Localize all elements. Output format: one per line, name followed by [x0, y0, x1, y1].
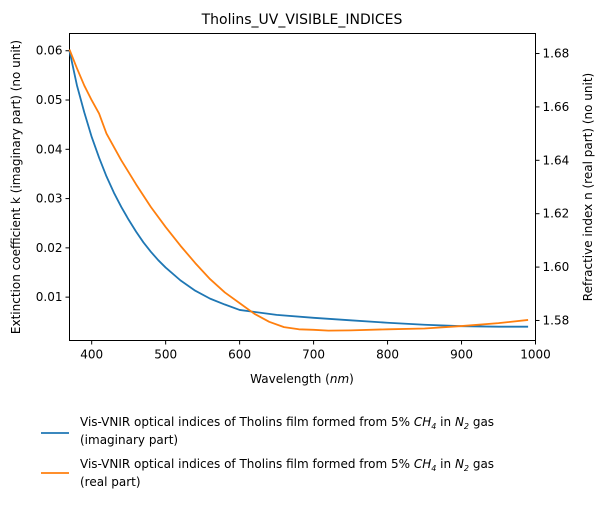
series-line-imaginary [68, 50, 529, 328]
y-right-tick-label: 1.68 [543, 47, 570, 61]
y-right-tick-label: 1.62 [543, 207, 570, 221]
x-tick-label: 500 [154, 348, 177, 362]
legend-label-real-suffix: gas [469, 457, 494, 471]
legend-label-imaginary-ch-sub: 4 [431, 422, 436, 431]
x-tick-label: 700 [302, 348, 325, 362]
legend-label-real-n: N [455, 457, 464, 471]
chart-title: Tholins_UV_VISIBLE_INDICES [201, 12, 403, 28]
legend-label-real-n-sub: 2 [464, 464, 469, 473]
plot-frame [69, 33, 536, 341]
y-left-tick-label: 0.05 [36, 93, 63, 107]
legend-label-real-line1: Vis-VNIR optical indices of Tholins film… [80, 457, 494, 473]
legend-label-imaginary-line1: Vis-VNIR optical indices of Tholins film… [80, 415, 494, 431]
legend-label-imaginary-line2: (imaginary part) [80, 433, 178, 447]
x-axis-ticks: 400 500 600 700 800 900 1000 [80, 340, 551, 362]
series-line-real [68, 49, 529, 332]
x-axis-label-unit: nm [330, 372, 349, 386]
x-tick-label: 800 [376, 348, 399, 362]
x-tick-label: 1000 [520, 348, 551, 362]
legend-label-real-mid: in [436, 457, 455, 471]
series-group [68, 49, 529, 332]
y-right-tick-label: 1.64 [543, 153, 570, 167]
y-left-tick-label: 0.06 [36, 44, 63, 58]
y-right-tick-label: 1.58 [543, 313, 570, 327]
y-left-axis-label: Extinction coefficient k (imaginary part… [9, 40, 23, 334]
legend: Vis-VNIR optical indices of Tholins film… [41, 415, 494, 489]
y-left-tick-label: 0.01 [36, 290, 63, 304]
y-right-tick-label: 1.60 [543, 260, 570, 274]
y-left-tick-label: 0.04 [36, 142, 63, 156]
legend-label-imaginary-mid: in [436, 415, 455, 429]
x-tick-label: 900 [450, 348, 473, 362]
y-right-tick-label: 1.66 [543, 100, 570, 114]
legend-label-real-ch-sub: 4 [431, 464, 436, 473]
x-axis-label: Wavelength (nm) [250, 372, 354, 386]
x-tick-label: 400 [80, 348, 103, 362]
legend-label-real-line2: (real part) [80, 475, 141, 489]
legend-label-imaginary-ch: CH [414, 415, 431, 429]
y-left-tick-label: 0.02 [36, 241, 63, 255]
x-axis-label-text: Wavelength [250, 372, 321, 386]
legend-label-imaginary-suffix: gas [469, 415, 494, 429]
y-left-axis-ticks: 0.01 0.02 0.03 0.04 0.05 0.06 [36, 44, 70, 304]
y-right-axis-label: Refractive index n (real part) (no unit) [581, 73, 595, 301]
legend-label-real-ch: CH [414, 457, 431, 471]
legend-label-imaginary-n: N [455, 415, 464, 429]
legend-label-imaginary-prefix: Vis-VNIR optical indices of Tholins film… [80, 415, 414, 429]
legend-label-imaginary-n-sub: 2 [464, 422, 469, 431]
y-right-axis-ticks: 1.58 1.60 1.62 1.64 1.66 1.68 [535, 47, 570, 327]
legend-label-real-prefix: Vis-VNIR optical indices of Tholins film… [80, 457, 414, 471]
y-left-tick-label: 0.03 [36, 192, 63, 206]
x-tick-label: 600 [228, 348, 251, 362]
